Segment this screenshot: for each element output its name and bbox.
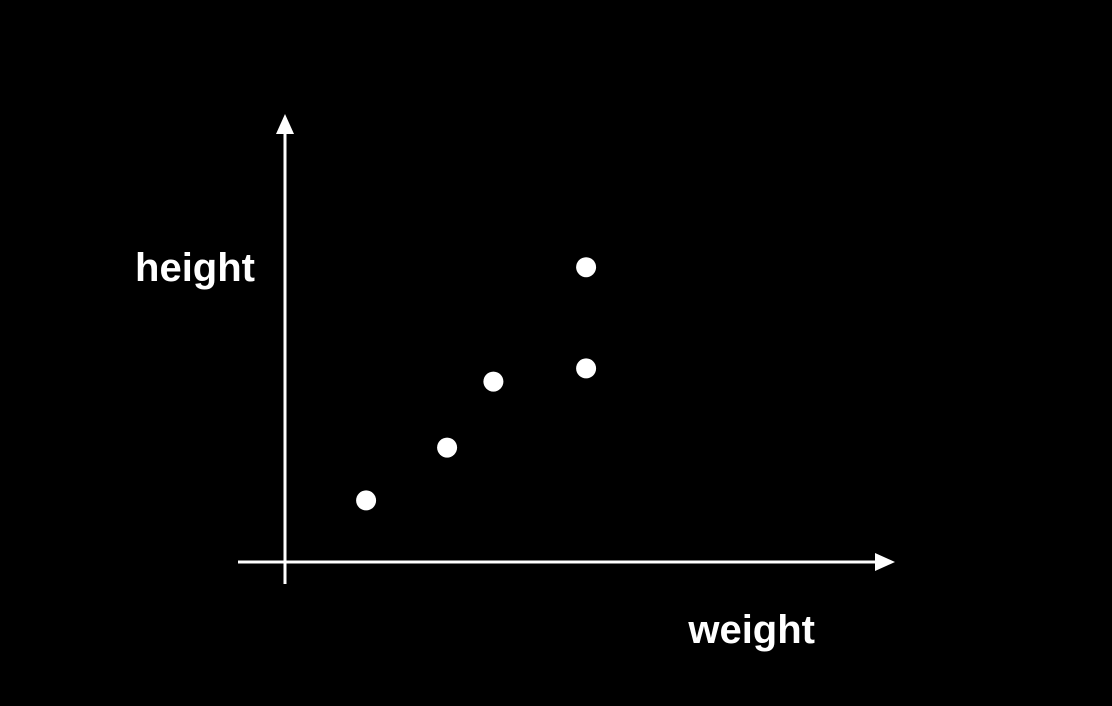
data-point-4 — [576, 358, 597, 379]
axes — [238, 114, 895, 584]
y-axis-label: height — [135, 246, 255, 290]
data-points — [356, 257, 597, 511]
data-point-2 — [437, 437, 458, 458]
data-point-1 — [356, 490, 377, 511]
x-axis-arrowhead — [875, 553, 895, 571]
x-axis-label: weight — [687, 608, 815, 652]
data-point-3 — [483, 371, 504, 392]
data-point-5 — [576, 257, 597, 278]
y-axis-arrowhead — [276, 114, 294, 134]
